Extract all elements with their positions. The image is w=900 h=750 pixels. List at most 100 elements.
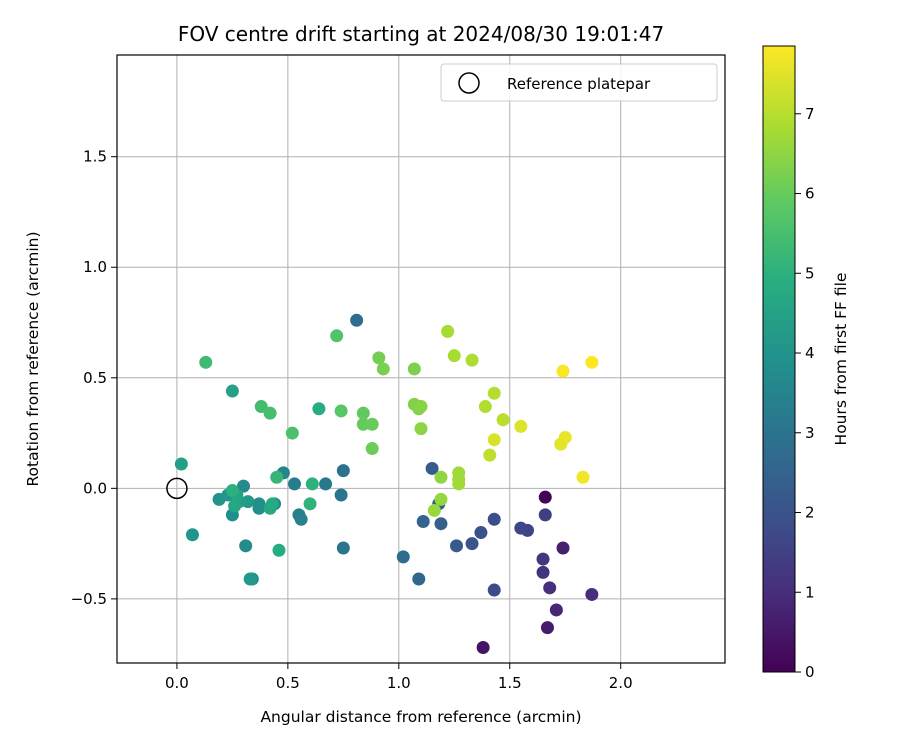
data-point (425, 461, 439, 475)
colorbar-tick-label: 4 (805, 344, 815, 362)
data-point (350, 313, 364, 327)
data-point (465, 537, 479, 551)
x-tick-label: 1.5 (498, 674, 522, 692)
legend: Reference platepar (440, 63, 718, 102)
data-point (441, 324, 455, 338)
data-point (305, 477, 319, 491)
legend-label: Reference platepar (507, 75, 651, 93)
colorbar-ticks: 0 1 2 3 4 5 6 7 (795, 105, 815, 681)
colorbar-tick-label: 5 (805, 264, 815, 282)
y-tick-label: −0.5 (71, 590, 107, 608)
data-point (356, 406, 370, 420)
colorbar-tick-label: 6 (805, 185, 815, 203)
data-point (496, 413, 510, 427)
data-point (549, 603, 563, 617)
y-axis-label: Rotation from reference (arcmin) (24, 231, 42, 486)
data-point (434, 470, 448, 484)
data-point (487, 433, 501, 447)
colorbar-gradient (762, 45, 796, 673)
colorbar-tick-label: 7 (805, 105, 815, 123)
data-point (336, 464, 350, 478)
data-point (365, 442, 379, 456)
chart-title: FOV centre drift starting at 2024/08/30 … (178, 22, 664, 46)
data-point (199, 355, 213, 369)
colorbar-tick-label: 3 (805, 424, 815, 442)
data-point (536, 565, 550, 579)
x-tick-label: 1.0 (387, 674, 411, 692)
data-point (228, 499, 242, 513)
data-point (225, 384, 239, 398)
data-point (476, 641, 490, 655)
colorbar-label: Hours from first FF file (832, 273, 850, 446)
data-point (334, 404, 348, 418)
data-point (538, 508, 552, 522)
data-point (487, 512, 501, 526)
data-point (434, 517, 448, 531)
y-tick-label: 0.5 (83, 369, 107, 387)
data-point (585, 587, 599, 601)
data-point (414, 400, 428, 414)
data-point (474, 526, 488, 540)
x-tick-label: 0.5 (276, 674, 300, 692)
data-point (254, 400, 268, 414)
data-point (270, 470, 284, 484)
colorbar-tick-label: 1 (805, 583, 815, 601)
data-point (487, 583, 501, 597)
legend-marker-icon (458, 72, 480, 94)
data-point (265, 497, 279, 511)
data-point (334, 488, 348, 502)
data-point (412, 572, 426, 586)
data-point (376, 362, 390, 376)
data-point (465, 353, 479, 367)
data-point (294, 512, 308, 526)
data-point (487, 386, 501, 400)
data-point (272, 543, 286, 557)
data-point (312, 402, 326, 416)
data-point (447, 349, 461, 363)
data-point (243, 572, 257, 586)
data-point (288, 477, 302, 491)
data-point (514, 419, 528, 433)
data-point (407, 362, 421, 376)
data-point (303, 497, 317, 511)
x-tick-label: 0.0 (165, 674, 189, 692)
data-point (396, 550, 410, 564)
data-point (252, 501, 266, 515)
data-point (434, 492, 448, 506)
data-point (536, 552, 550, 566)
data-point (236, 479, 250, 493)
x-tick-label: 2.0 (609, 674, 633, 692)
legend-box (440, 63, 718, 102)
data-point (450, 539, 464, 553)
data-point (336, 541, 350, 555)
data-point (285, 426, 299, 440)
data-point (556, 364, 570, 378)
reference-marker (166, 477, 188, 500)
data-point (225, 484, 239, 498)
data-point (540, 621, 554, 635)
colorbar: 0 1 2 3 4 5 6 7 Hours from first FF file (762, 45, 850, 681)
y-axis-ticks: −0.5 0.0 0.5 1.0 1.5 (71, 148, 117, 608)
data-point (452, 477, 466, 491)
data-point (174, 457, 188, 471)
data-point (585, 355, 599, 369)
data-point (514, 521, 528, 535)
data-point (576, 470, 590, 484)
colorbar-tick-label: 2 (805, 504, 815, 522)
y-tick-label: 1.0 (83, 258, 107, 276)
data-point (330, 329, 344, 343)
data-points (174, 313, 599, 655)
data-point (263, 406, 277, 420)
data-point (319, 477, 333, 491)
grid (117, 55, 725, 663)
data-point (416, 515, 430, 529)
data-point (538, 490, 552, 504)
data-point (239, 539, 253, 553)
y-tick-label: 1.5 (83, 148, 107, 166)
x-axis-label: Angular distance from reference (arcmin) (260, 708, 581, 726)
data-point (478, 400, 492, 414)
y-tick-label: 0.0 (83, 479, 107, 497)
data-point (558, 430, 572, 444)
data-point (372, 351, 386, 365)
